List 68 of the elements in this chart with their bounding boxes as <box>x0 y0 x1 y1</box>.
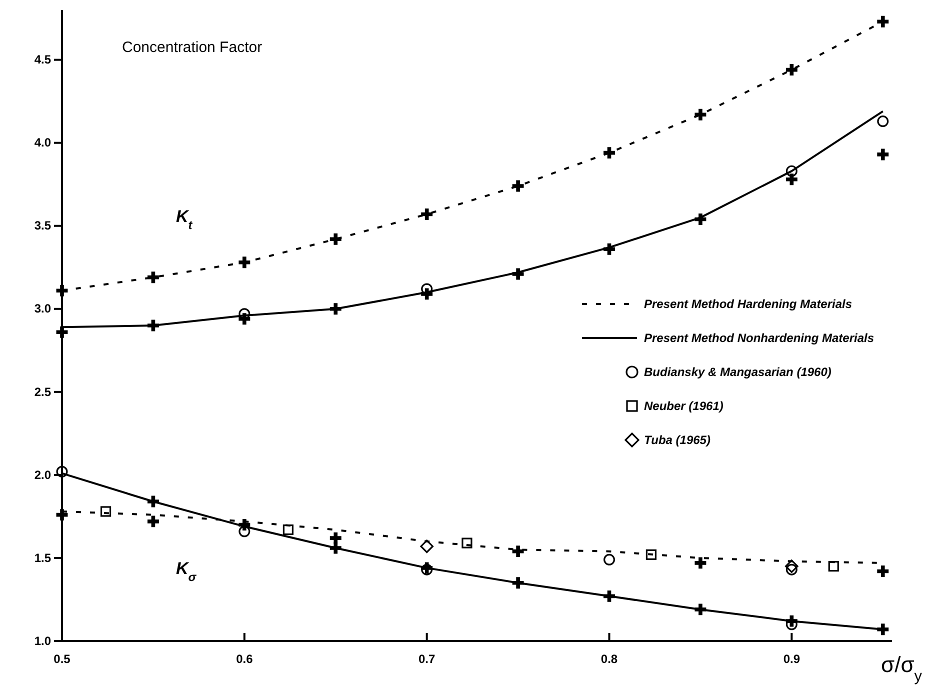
legend-label: Neuber (1961) <box>644 399 724 413</box>
point <box>56 326 68 338</box>
point <box>512 546 524 558</box>
y-tick-label: 4.5 <box>34 52 52 67</box>
point <box>238 519 250 530</box>
y-tick-label: 4.0 <box>34 136 52 150</box>
x-axis-title: σ/σ$_{y}$ <box>881 652 922 684</box>
legend-label: Tuba (1965) <box>644 433 710 447</box>
point <box>421 288 433 300</box>
point <box>238 313 250 325</box>
annotation: K$_{σ}$ <box>176 559 198 584</box>
point <box>100 506 112 517</box>
point <box>877 116 889 128</box>
point <box>421 208 433 220</box>
point <box>420 540 434 553</box>
point <box>512 180 524 192</box>
point <box>877 16 889 28</box>
point <box>147 516 159 528</box>
point <box>512 577 524 589</box>
legend-label: Present Method Hardening Materials <box>644 297 852 311</box>
point <box>786 615 798 627</box>
point <box>147 272 159 284</box>
point <box>786 64 798 76</box>
point <box>147 320 159 332</box>
point <box>694 108 706 120</box>
point <box>785 560 798 573</box>
point <box>786 165 798 177</box>
point <box>604 590 615 602</box>
point <box>56 509 68 521</box>
point <box>282 524 294 536</box>
point <box>330 532 342 544</box>
point <box>330 233 342 245</box>
point <box>877 566 889 577</box>
x-tick-label: 0.7 <box>418 652 436 666</box>
y-tick-label: 2.5 <box>34 384 52 399</box>
y-axis-title: Concentration Factor <box>122 39 262 56</box>
annotation: K$_{t}$ <box>176 207 194 232</box>
point <box>828 560 839 572</box>
point <box>512 268 524 280</box>
legend-label: Budiansky & Mangasarian (1960) <box>644 365 832 379</box>
y-tick-label: 1.5 <box>34 550 52 565</box>
point <box>238 526 250 538</box>
point <box>604 554 616 566</box>
legend-label: Present Method Nonhardening Materials <box>644 331 874 345</box>
point <box>462 538 472 548</box>
y-tick-label: 3.0 <box>34 302 52 316</box>
point <box>786 564 798 576</box>
point <box>147 496 159 508</box>
y-tick-label: 3.5 <box>34 218 52 233</box>
y-tick-label: 2.0 <box>34 468 52 482</box>
point <box>694 214 706 225</box>
point <box>786 174 798 186</box>
x-tick-label: 0.8 <box>600 652 618 666</box>
x-tick-label: 0.9 <box>783 652 800 666</box>
point <box>330 303 342 315</box>
point <box>877 624 889 636</box>
x-tick-label: 0.5 <box>54 652 71 666</box>
x-tick-label: 0.6 <box>236 652 254 666</box>
point <box>877 148 889 160</box>
point <box>646 549 657 560</box>
point <box>604 147 615 159</box>
point <box>330 542 342 554</box>
point <box>694 557 706 569</box>
point <box>604 243 615 255</box>
point <box>56 284 68 296</box>
point <box>238 256 250 268</box>
y-tick-label: 1.0 <box>34 634 52 648</box>
point <box>694 604 706 616</box>
